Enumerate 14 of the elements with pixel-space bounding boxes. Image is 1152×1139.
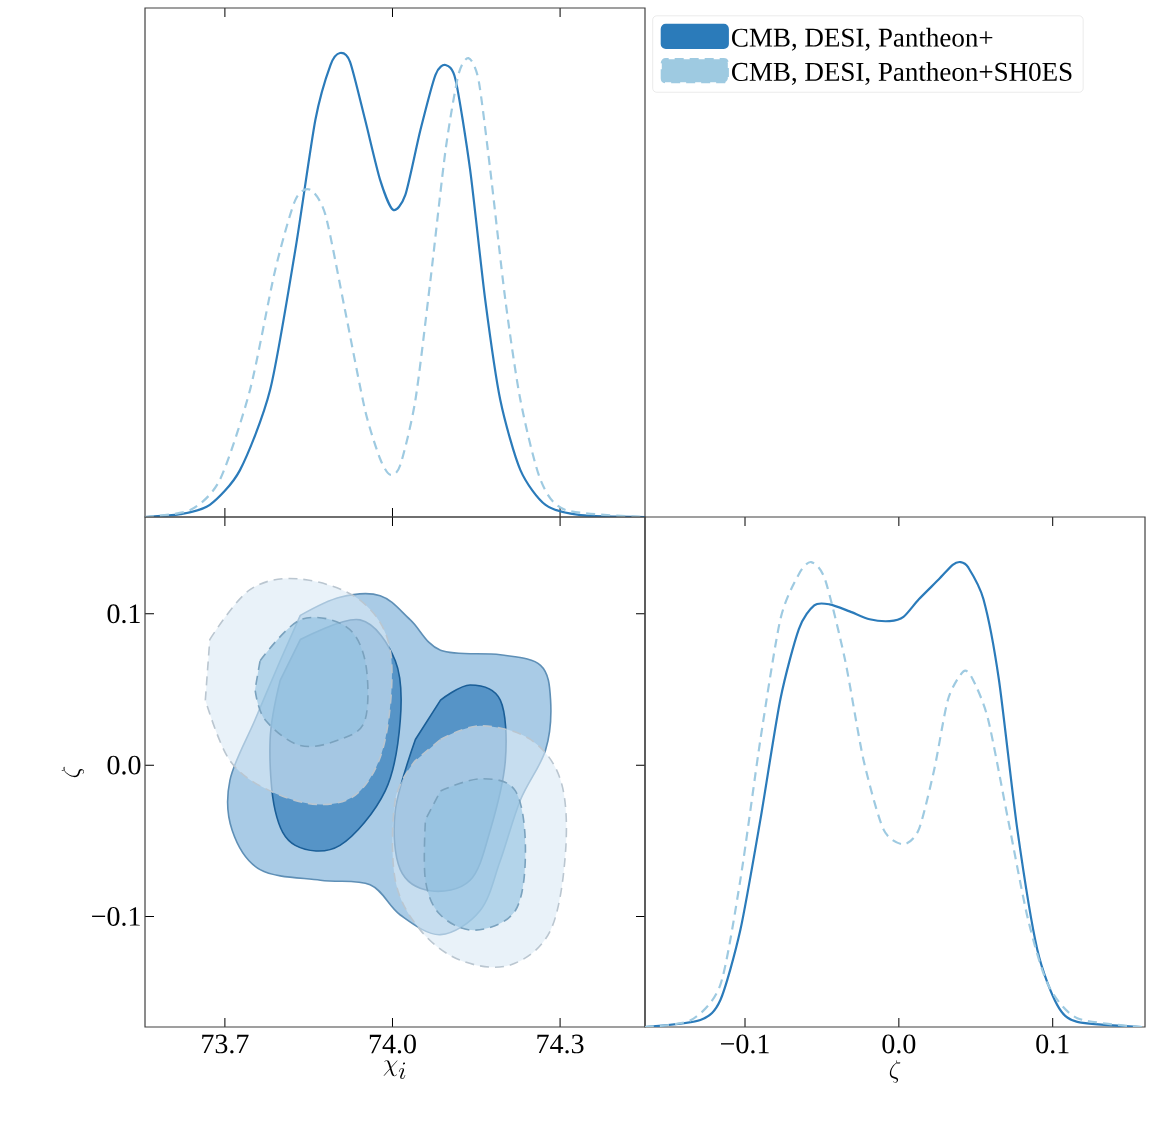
- legend-label: CMB, DESI, Pantheon+: [732, 27, 993, 51]
- x-tick-label: 74.0: [369, 1034, 416, 1054]
- x-axis-title: $\chi_i$: [383, 1060, 406, 1080]
- y-tick-label: −0.1: [92, 907, 140, 927]
- x-tick-label: −0.1: [721, 1034, 769, 1054]
- legend-label: CMB, DESI, Pantheon+SH0ES: [732, 62, 1072, 85]
- x-tick-label: 74.3: [537, 1034, 584, 1054]
- x-tick-label: 0.0: [882, 1034, 916, 1054]
- y-axis-title: $\zeta$: [61, 766, 85, 778]
- x-tick-label: 0.1: [1036, 1034, 1069, 1054]
- y-tick-label: 0.1: [107, 604, 140, 624]
- y-tick-label: 0.0: [107, 755, 141, 775]
- x-axis-title: $\zeta$: [889, 1060, 901, 1083]
- x-tick-label: 73.7: [202, 1034, 249, 1054]
